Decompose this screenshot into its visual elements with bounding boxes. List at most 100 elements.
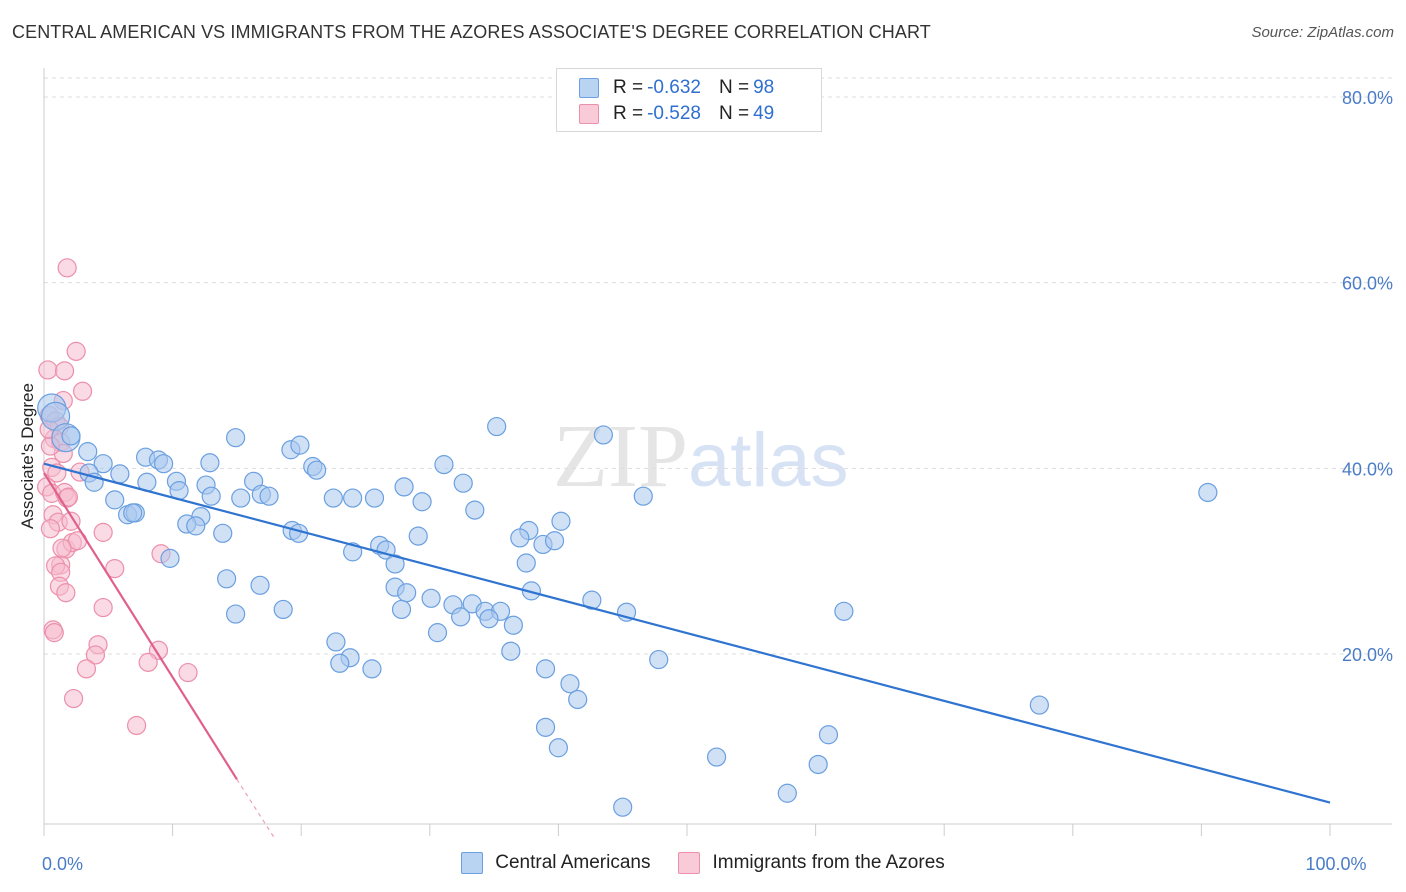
r-label: R = xyxy=(613,77,644,98)
central-american-point xyxy=(818,725,839,745)
y-tick-label: 20.0% xyxy=(1342,645,1393,665)
central-american-point xyxy=(834,601,854,621)
central-american-point xyxy=(93,454,113,474)
central-american-point xyxy=(391,599,412,620)
central-american-point xyxy=(110,464,130,484)
central-american-point xyxy=(213,523,233,543)
central-american-point xyxy=(123,503,143,523)
central-american-point xyxy=(548,738,569,758)
central-american-point xyxy=(201,486,221,506)
legend-label-central-americans: Central Americans xyxy=(495,852,651,873)
central-american-point xyxy=(226,604,246,624)
azores-point xyxy=(178,662,198,683)
y-tick-label: 80.0% xyxy=(1342,88,1393,108)
central-american-point xyxy=(408,526,428,546)
central-american-point xyxy=(412,492,432,512)
central-american-point xyxy=(231,488,251,508)
legend-item-azores: Immigrants from the Azores xyxy=(678,852,945,874)
central-american-point xyxy=(421,588,441,608)
central-american-point xyxy=(226,428,246,448)
central-american-point xyxy=(290,435,310,455)
central-american-point xyxy=(362,659,382,679)
pink-swatch-icon xyxy=(579,104,599,124)
central-american-point xyxy=(503,615,523,635)
x-tick-label: 100.0% xyxy=(1305,854,1366,874)
azores-point xyxy=(85,645,106,665)
pink-swatch-icon xyxy=(678,852,701,874)
tick-labels-layer: 20.0% 40.0% 60.0% 80.0% 0.0% 100.0% xyxy=(42,88,1393,874)
legend-label-azores: Immigrants from the Azores xyxy=(712,852,945,873)
azores-point xyxy=(56,583,76,603)
central-american-point xyxy=(186,516,206,536)
x-tick-label: 0.0% xyxy=(42,854,83,874)
watermark-zip: ZIP xyxy=(553,407,688,506)
central-american-trend-line xyxy=(43,462,1331,804)
legend-row-azores: R = -0.528 N = 49 xyxy=(579,102,774,126)
central-american-point xyxy=(593,425,614,445)
azores-point xyxy=(38,360,58,380)
central-american-point xyxy=(501,641,521,661)
azores-point xyxy=(61,511,81,531)
azores-point xyxy=(44,623,64,643)
grid-layer xyxy=(44,77,1392,655)
azores-trend-line xyxy=(43,472,238,780)
central-american-point xyxy=(259,486,279,506)
azores-point xyxy=(72,381,93,401)
central-american-point xyxy=(427,623,448,643)
azores-point xyxy=(66,341,86,361)
blue-swatch-icon xyxy=(461,852,484,874)
azores-point xyxy=(76,659,97,679)
central-american-point xyxy=(544,531,565,551)
azores-point xyxy=(54,361,75,381)
correlation-legend: R = -0.632 N = 98 R = -0.528 N = 49 xyxy=(556,68,822,132)
central-american-point xyxy=(479,609,499,629)
central-american-point xyxy=(1198,482,1218,503)
central-american-point xyxy=(326,632,346,652)
central-american-point xyxy=(397,583,417,603)
azores-point xyxy=(138,652,158,672)
central-american-point xyxy=(453,473,473,493)
central-american-point xyxy=(516,553,536,573)
trend-lines-layer xyxy=(43,462,1331,840)
central-american-point xyxy=(217,569,237,589)
central-american-point xyxy=(434,455,454,475)
central-american-point xyxy=(78,442,98,462)
n-value: 49 xyxy=(753,103,775,124)
central-american-point xyxy=(343,488,363,508)
azores-point xyxy=(93,597,113,618)
azores-point xyxy=(105,558,125,579)
central-american-point xyxy=(61,426,81,446)
central-american-point xyxy=(510,528,530,548)
azores-point xyxy=(126,715,147,736)
blue-swatch-icon xyxy=(579,78,599,98)
central-american-point xyxy=(307,460,327,480)
central-american-points-layer xyxy=(37,393,1218,817)
central-american-point xyxy=(330,653,350,673)
azores-point xyxy=(57,258,77,278)
central-american-point xyxy=(535,717,556,737)
central-american-point xyxy=(364,488,385,508)
source-label: Source: ZipAtlas.com xyxy=(1251,24,1394,41)
azores-point xyxy=(63,688,84,709)
central-american-point xyxy=(160,548,180,568)
central-american-point xyxy=(649,649,669,670)
central-american-point xyxy=(153,454,174,474)
y-tick-label: 60.0% xyxy=(1342,274,1393,294)
r-label: R = xyxy=(613,103,644,124)
central-american-point xyxy=(613,797,633,817)
central-american-point xyxy=(273,599,293,620)
central-american-point xyxy=(551,511,571,531)
central-american-point xyxy=(808,754,828,775)
central-american-point xyxy=(535,659,556,679)
n-label: N = xyxy=(718,103,750,124)
central-american-point xyxy=(560,674,580,694)
central-american-point xyxy=(394,477,414,497)
azores-points-layer xyxy=(36,258,198,736)
axis-layer xyxy=(43,68,1392,836)
n-value: 98 xyxy=(753,77,775,98)
watermark: ZIPatlas xyxy=(553,405,849,508)
r-value: -0.528 xyxy=(647,103,701,124)
central-american-point xyxy=(105,490,125,510)
central-american-point xyxy=(465,500,485,520)
